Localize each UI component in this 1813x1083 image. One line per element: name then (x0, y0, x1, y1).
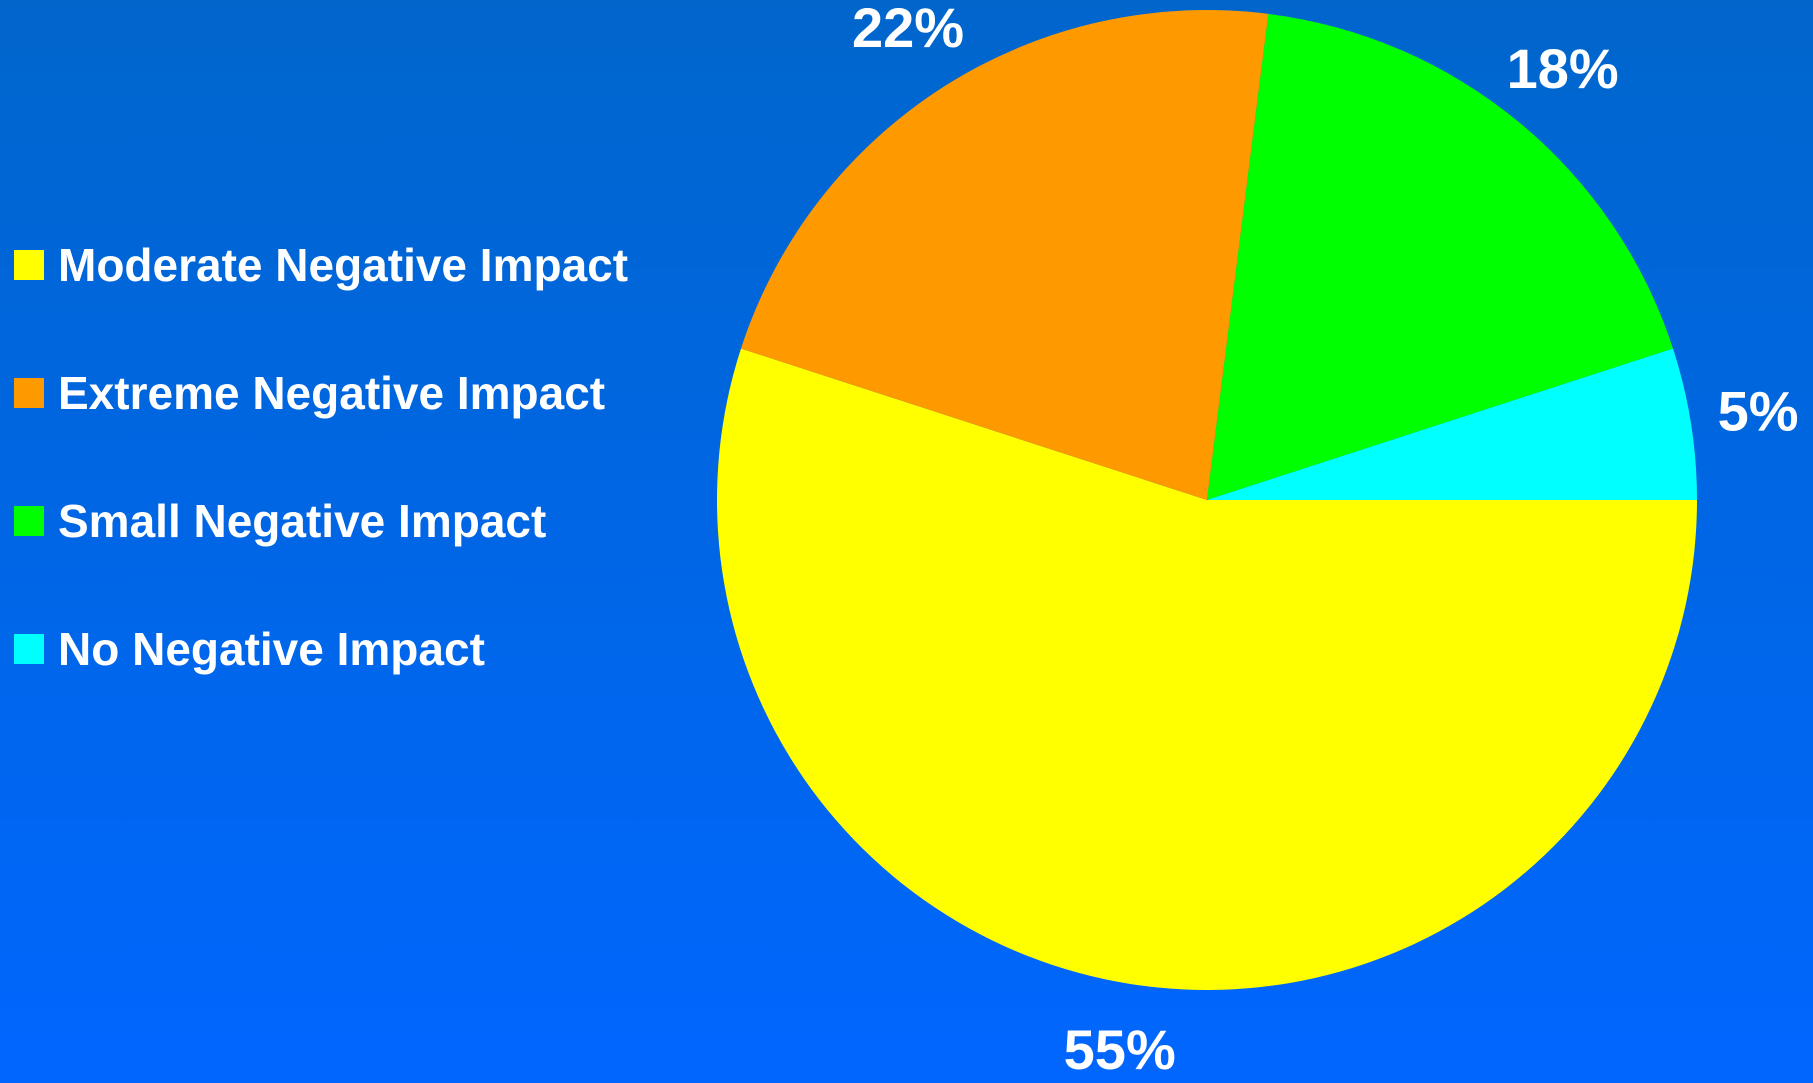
legend-label-extreme: Extreme Negative Impact (58, 367, 606, 419)
slice-label-small: 18% (1507, 37, 1619, 100)
pie-slice-none (1207, 348, 1697, 500)
legend-label-none: No Negative Impact (58, 623, 485, 675)
legend-item-small: Small Negative Impact (14, 495, 628, 547)
legend-swatch-moderate (14, 250, 44, 280)
legend-item-extreme: Extreme Negative Impact (14, 367, 628, 419)
pie-slice-small (1207, 13, 1674, 500)
legend-item-moderate: Moderate Negative Impact (14, 239, 629, 291)
pie-slice-moderate (717, 348, 1697, 991)
pie-slice-extreme (740, 10, 1269, 500)
slice-label-extreme: 22% (852, 0, 964, 59)
legend-swatch-small (14, 506, 44, 536)
legend-swatch-none (14, 634, 44, 664)
legend-item-none: No Negative Impact (14, 623, 628, 675)
legend-swatch-extreme (14, 378, 44, 408)
legend-label-moderate: Moderate Negative Impact (58, 239, 629, 291)
slice-label-moderate: 55% (1064, 1018, 1176, 1081)
slice-label-none: 5% (1718, 380, 1799, 443)
chart-legend: Moderate Negative Impact Extreme Negativ… (14, 239, 629, 755)
legend-label-small: Small Negative Impact (58, 495, 547, 547)
